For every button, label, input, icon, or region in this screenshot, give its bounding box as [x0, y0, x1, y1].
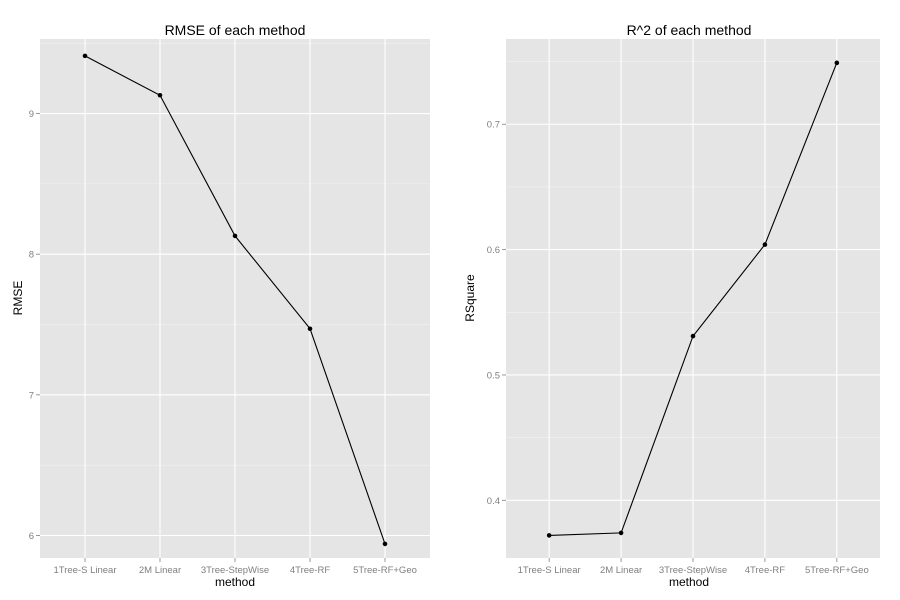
rsquare-chart: 0.4 0.5 0.6 0.7 1Tree-S Linear 2M Linear 3Tree… — [463, 22, 880, 589]
rmse-y-tick-label: 6 — [29, 531, 34, 542]
rsquare-data-point — [762, 242, 768, 247]
rsquare-series — [546, 60, 840, 538]
rmse-x-tick-label: 3Tree-StepWise — [201, 565, 269, 576]
rmse-y-tick-label: 7 — [29, 390, 34, 401]
rmse-data-point — [307, 326, 313, 332]
rmse-chart: 6 7 8 9 1Tree-S Linear 2M Linear 3Tree-StepWis… — [11, 22, 430, 589]
rsquare-data-point — [690, 333, 696, 339]
rmse-data-point — [382, 541, 388, 547]
rsquare-x-tick-label: 2M Linear — [600, 565, 642, 576]
rsquare-y-tick-label: 0.5 — [487, 370, 500, 381]
rsquare-data-point — [834, 60, 840, 66]
rmse-x-tick-label: 5Tree-RF+Geo — [353, 565, 417, 576]
rmse-axes: 6 7 8 9 1Tree-S Linear 2M Linear 3Tree-StepWis… — [29, 109, 417, 576]
rmse-gridlines — [40, 39, 430, 558]
rsquare-y-tick-label: 0.6 — [487, 245, 500, 256]
rmse-chart-title: RMSE of each method — [165, 22, 306, 38]
rsquare-data-point — [618, 530, 624, 536]
rsquare-chart-title: R^2 of each method — [627, 22, 752, 38]
rmse-x-axis-title: method — [215, 575, 255, 589]
rmse-y-tick-label: 8 — [29, 250, 34, 261]
rsquare-x-axis-title: method — [669, 575, 709, 589]
rsquare-y-axis-title: RSquare — [463, 274, 477, 322]
rsquare-x-tick-label: 3Tree-StepWise — [659, 565, 727, 576]
rmse-data-point — [157, 92, 163, 98]
rsquare-axes: 0.4 0.5 0.6 0.7 1Tree-S Linear 2M Linear 3Tree… — [487, 120, 869, 576]
rsquare-x-tick-label: 1Tree-S Linear — [518, 565, 581, 576]
rsquare-y-tick-label: 0.7 — [487, 120, 500, 131]
rsquare-y-tick-label: 0.4 — [487, 496, 500, 507]
rsquare-x-tick-label: 5Tree-RF+Geo — [805, 565, 869, 576]
rmse-y-tick-label: 9 — [29, 109, 34, 120]
rmse-y-axis-title: RMSE — [11, 281, 25, 316]
rmse-data-point — [232, 233, 238, 239]
rmse-series — [82, 53, 388, 547]
rsquare-data-point — [546, 533, 552, 538]
rmse-x-tick-label: 4Tree-RF — [290, 565, 330, 576]
rsquare-gridlines — [506, 39, 880, 558]
rmse-x-tick-label: 1Tree-S Linear — [53, 565, 116, 576]
rmse-x-tick-label: 2M Linear — [139, 565, 181, 576]
rmse-data-point — [82, 53, 88, 59]
rsquare-x-tick-label: 4Tree-RF — [745, 565, 785, 576]
